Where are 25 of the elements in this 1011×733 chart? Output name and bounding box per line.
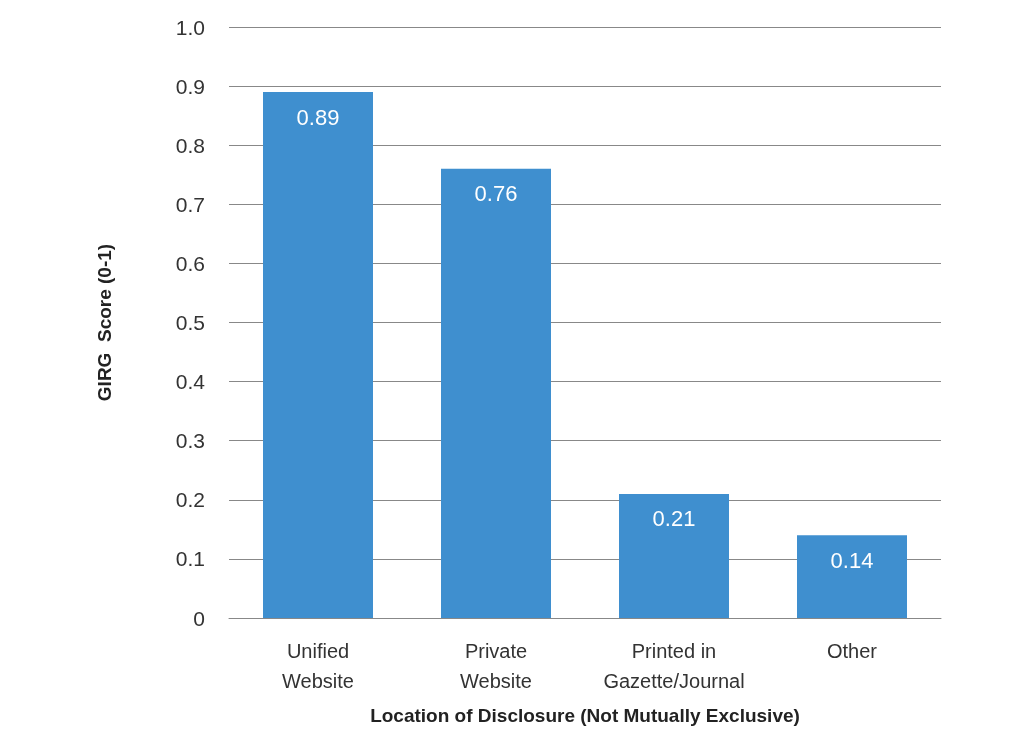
x-axis-title: Location of Disclosure (Not Mutually Exclusive): [370, 705, 800, 726]
data-label: 0.21: [652, 506, 696, 532]
y-tick-label: 0: [193, 606, 205, 630]
bar: [797, 535, 907, 618]
y-tick-label: 0.1: [175, 547, 205, 571]
y-axis-title: GIRG Score (0-1): [94, 243, 115, 402]
data-label: 0.89: [296, 104, 340, 130]
y-tick-label: 0.6: [175, 251, 205, 275]
bar: [441, 168, 551, 618]
y-tick-label: 0.7: [175, 192, 205, 216]
x-tick-label: Other: [826, 640, 878, 662]
y-tick-label: 0.5: [175, 311, 205, 334]
y-tick-label: 0.3: [175, 429, 205, 453]
x-tick-label: Printed in Gazette/Journal: [603, 640, 745, 692]
y-tick-label: 0.4: [175, 370, 206, 394]
data-label: 0.76: [474, 181, 518, 207]
bar: [619, 493, 729, 618]
data-label: 0.14: [830, 547, 874, 573]
y-tick-label: 0.9: [175, 74, 205, 98]
bar: [263, 92, 373, 618]
x-tick-label: Unified Website: [282, 640, 354, 692]
x-tick-label: Private Website: [460, 640, 532, 692]
y-tick-label: 1.0: [175, 15, 205, 39]
y-tick-label: 0.8: [175, 133, 205, 157]
y-tick-label: 0.2: [175, 488, 205, 512]
